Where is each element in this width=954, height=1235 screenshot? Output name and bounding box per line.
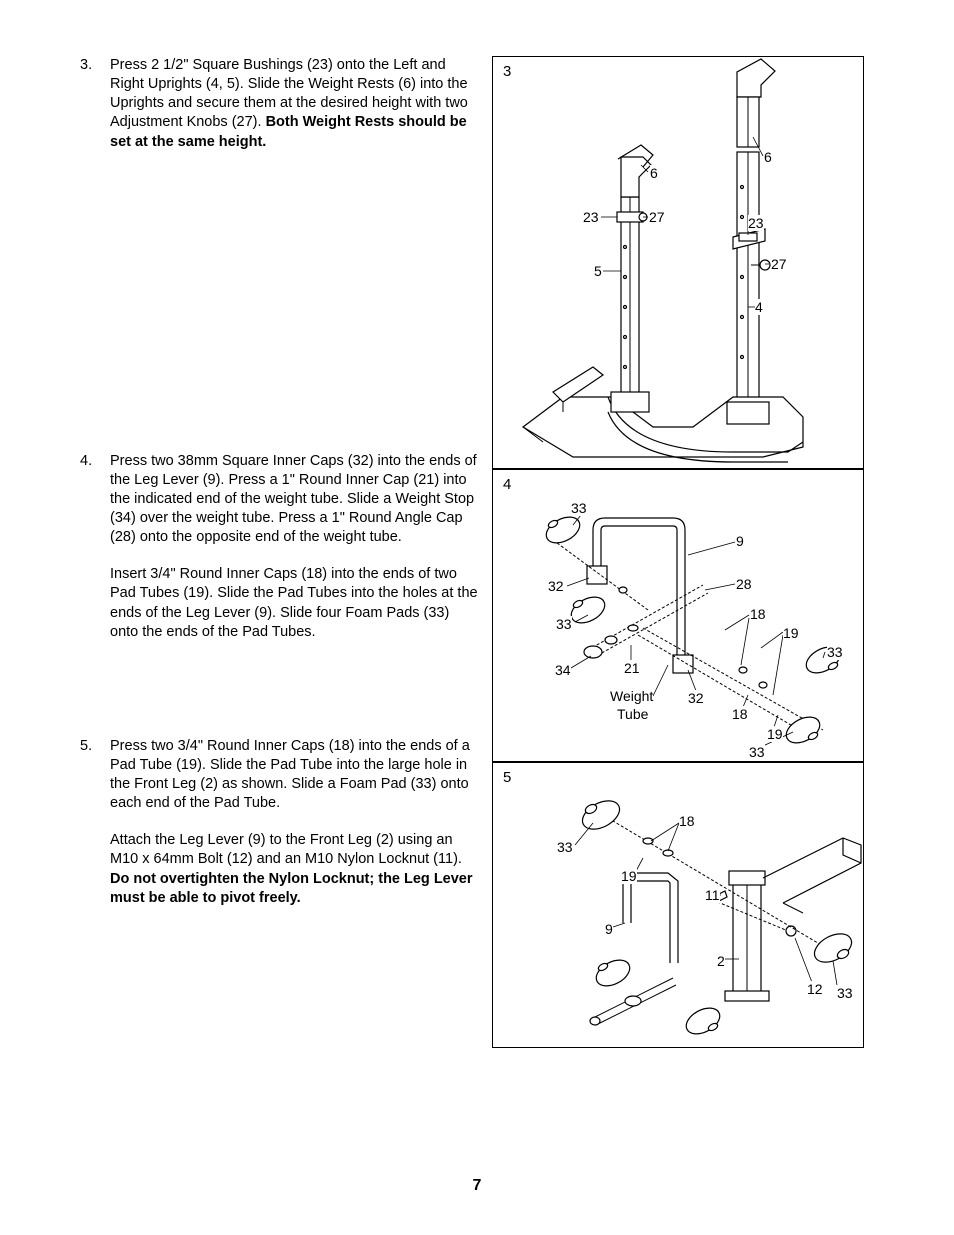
callout-label: 19 — [783, 625, 799, 641]
callout-label: 19 — [621, 868, 637, 884]
callout-label: 18 — [679, 813, 695, 829]
callout-label: 27 — [649, 209, 665, 225]
callout-label: Tube — [617, 706, 648, 722]
callout-label: 32 — [548, 578, 564, 594]
callout-label: 23 — [748, 215, 764, 231]
callout-label: 23 — [583, 209, 599, 225]
page: 3.Press 2 1/2" Square Bushings (23) onto… — [0, 0, 954, 1235]
callout-label: 9 — [605, 921, 613, 937]
callout-label: 32 — [688, 690, 704, 706]
callout-label: 27 — [771, 256, 787, 272]
callout-label: 18 — [732, 706, 748, 722]
diagrams-column: 3 — [492, 56, 864, 1048]
step-body: Press 2 1/2" Square Bushings (23) onto t… — [110, 56, 480, 152]
diagram-5-number: 5 — [503, 769, 511, 786]
step-number: 4. — [80, 452, 110, 642]
step-body: Press two 38mm Square Inner Caps (32) in… — [110, 452, 480, 642]
callout-label: 5 — [594, 263, 602, 279]
callout-label: 33 — [557, 839, 573, 855]
text-run: Do not overtighten the Nylon Locknut; th… — [110, 871, 473, 906]
callout-label: 2 — [717, 953, 725, 969]
callout-label: 33 — [827, 644, 843, 660]
diagram-5: 5 — [492, 762, 864, 1048]
callout-label: 12 — [807, 981, 823, 997]
text-run: Attach the Leg Lever (9) to the Front Le… — [110, 832, 462, 867]
instruction-step: 5.Press two 3/4" Round Inner Caps (18) i… — [80, 737, 480, 908]
diagram-3: 3 — [492, 56, 864, 469]
instruction-step: 4.Press two 38mm Square Inner Caps (32) … — [80, 452, 480, 642]
callout-label: 6 — [650, 165, 658, 181]
callout-label: 6 — [764, 149, 772, 165]
content-columns: 3.Press 2 1/2" Square Bushings (23) onto… — [80, 56, 884, 1048]
diagram-4: 4 — [492, 469, 864, 762]
instructions-column: 3.Press 2 1/2" Square Bushings (23) onto… — [80, 56, 480, 1048]
step-paragraph: Insert 3/4" Round Inner Caps (18) into t… — [110, 565, 480, 642]
callout-label: 4 — [755, 299, 763, 315]
callout-label: 21 — [624, 660, 640, 676]
diagram-3-svg — [493, 57, 863, 468]
text-run: Press two 38mm Square Inner Caps (32) in… — [110, 453, 477, 546]
callout-label: 33 — [571, 500, 587, 516]
step-number: 3. — [80, 56, 110, 152]
text-run: Insert 3/4" Round Inner Caps (18) into t… — [110, 566, 478, 639]
callout-label: 33 — [749, 744, 765, 760]
callout-label: 34 — [555, 662, 571, 678]
callout-label: 33 — [837, 985, 853, 1001]
step-paragraph: Attach the Leg Lever (9) to the Front Le… — [110, 831, 480, 908]
callout-label: 11 — [705, 887, 720, 903]
callout-label: 28 — [736, 576, 752, 592]
page-number: 7 — [0, 1177, 954, 1195]
instruction-step: 3.Press 2 1/2" Square Bushings (23) onto… — [80, 56, 480, 152]
text-run: Press two 3/4" Round Inner Caps (18) int… — [110, 738, 470, 811]
spacer — [80, 172, 480, 452]
step-paragraph: Press two 38mm Square Inner Caps (32) in… — [110, 452, 480, 548]
callout-label: 33 — [556, 616, 572, 632]
callout-label: 18 — [750, 606, 766, 622]
diagram-3-number: 3 — [503, 63, 511, 80]
step-paragraph: Press two 3/4" Round Inner Caps (18) int… — [110, 737, 480, 814]
diagram-4-number: 4 — [503, 476, 511, 493]
callout-label: 19 — [767, 726, 783, 742]
callout-label: Weight — [610, 688, 653, 704]
step-number: 5. — [80, 737, 110, 908]
step-body: Press two 3/4" Round Inner Caps (18) int… — [110, 737, 480, 908]
spacer — [80, 662, 480, 737]
diagram-5-svg — [493, 763, 863, 1047]
callout-label: 9 — [736, 533, 744, 549]
step-paragraph: Press 2 1/2" Square Bushings (23) onto t… — [110, 56, 480, 152]
diagram-4-svg — [493, 470, 863, 761]
